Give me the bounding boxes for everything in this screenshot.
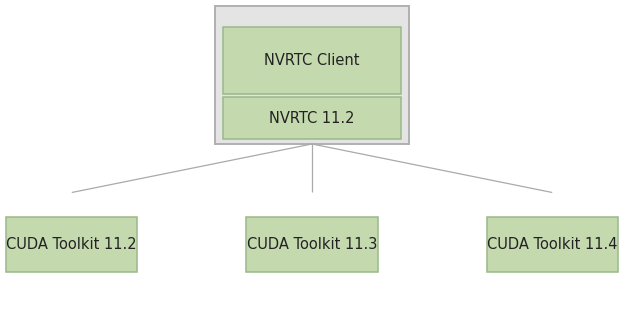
Text: CUDA Toolkit 11.4: CUDA Toolkit 11.4	[487, 237, 618, 252]
FancyBboxPatch shape	[215, 6, 409, 144]
FancyBboxPatch shape	[223, 27, 401, 94]
Text: NVRTC 11.2: NVRTC 11.2	[269, 111, 355, 126]
FancyBboxPatch shape	[246, 217, 378, 271]
FancyBboxPatch shape	[487, 217, 618, 271]
Text: CUDA Toolkit 11.3: CUDA Toolkit 11.3	[247, 237, 377, 252]
Text: CUDA Toolkit 11.2: CUDA Toolkit 11.2	[6, 237, 137, 252]
Text: NVRTC Client: NVRTC Client	[264, 53, 360, 68]
FancyBboxPatch shape	[6, 217, 137, 271]
FancyBboxPatch shape	[223, 97, 401, 139]
